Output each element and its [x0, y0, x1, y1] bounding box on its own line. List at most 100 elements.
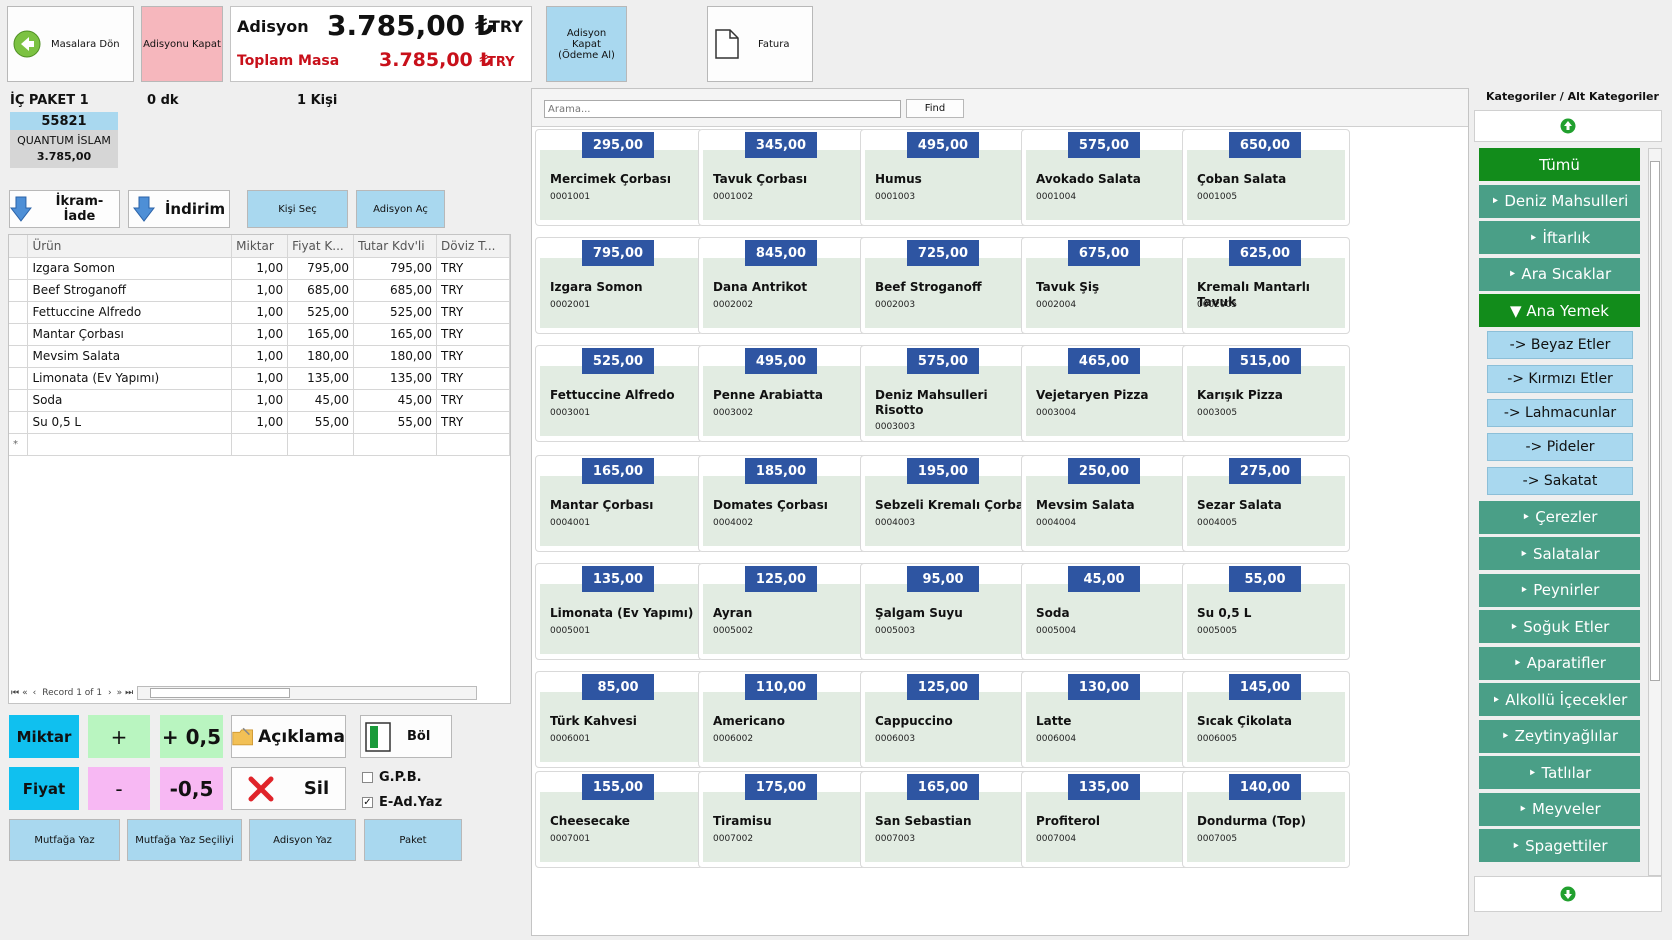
- eadyaz-checkbox[interactable]: ✓ E-Ad.Yaz: [362, 795, 442, 810]
- table-row[interactable]: Beef Stroganoff 1,00 685,00 685,00 TRY: [9, 279, 510, 302]
- product-card[interactable]: 135,00 Limonata (Ev Yapımı) 0005001: [535, 563, 703, 660]
- table-cell[interactable]: 1,00: [231, 367, 289, 390]
- table-cell[interactable]: Su 0,5 L: [27, 411, 233, 434]
- table-cell[interactable]: 165,00: [353, 323, 438, 346]
- column-header[interactable]: Ürün: [27, 235, 233, 258]
- table-cell[interactable]: 165,00: [287, 323, 355, 346]
- product-card[interactable]: 525,00 Fettuccine Alfredo 0003001: [535, 345, 703, 442]
- table-row[interactable]: Soda 1,00 45,00 45,00 TRY: [9, 389, 510, 412]
- table-row[interactable]: Su 0,5 L 1,00 55,00 55,00 TRY: [9, 411, 510, 434]
- table-cell[interactable]: Mevsim Salata: [27, 345, 233, 368]
- table-cell[interactable]: [353, 433, 438, 456]
- table-cell[interactable]: Fettuccine Alfredo: [27, 301, 233, 324]
- table-cell[interactable]: 45,00: [353, 389, 438, 412]
- package-button[interactable]: Paket: [364, 819, 462, 861]
- table-row[interactable]: Fettuccine Alfredo 1,00 525,00 525,00 TRY: [9, 301, 510, 324]
- product-card[interactable]: 725,00 Beef Stroganoff 0002003: [860, 237, 1028, 334]
- category-item[interactable]: ‣ Deniz Mahsulleri: [1479, 184, 1640, 218]
- send-selected-to-kitchen-button[interactable]: Mutfağa Yaz Seçiliyi: [127, 819, 242, 861]
- table-cell[interactable]: Beef Stroganoff: [27, 279, 233, 302]
- product-card[interactable]: 295,00 Mercimek Çorbası 0001001: [535, 129, 703, 226]
- table-cell[interactable]: TRY: [436, 279, 510, 302]
- table-cell[interactable]: 525,00: [353, 301, 438, 324]
- category-item[interactable]: Tümü: [1479, 148, 1640, 181]
- ikram-iade-button[interactable]: İkram-İade: [9, 190, 120, 228]
- product-card[interactable]: 125,00 Cappuccino 0006003: [860, 671, 1028, 768]
- category-item[interactable]: ‣ Salatalar: [1479, 537, 1640, 570]
- table-cell[interactable]: 685,00: [353, 279, 438, 302]
- table-cell[interactable]: TRY: [436, 345, 510, 368]
- category-item[interactable]: ‣ İftarlık: [1479, 221, 1640, 254]
- product-card[interactable]: 135,00 Profiterol 0007004: [1021, 771, 1189, 868]
- table-cell[interactable]: 795,00: [353, 257, 438, 280]
- product-card[interactable]: 575,00 Avokado Salata 0001004: [1021, 129, 1189, 226]
- product-card[interactable]: 845,00 Dana Antrikot 0002002: [698, 237, 866, 334]
- gpb-checkbox[interactable]: G.P.B.: [362, 770, 422, 785]
- scrollbar-thumb[interactable]: [150, 688, 291, 698]
- table-cell[interactable]: 1,00: [231, 301, 289, 324]
- category-item[interactable]: ▼ Ana Yemek: [1479, 294, 1640, 327]
- table-cell[interactable]: [27, 433, 233, 456]
- category-item[interactable]: ‣ Aparatifler: [1479, 646, 1640, 680]
- column-header[interactable]: Tutar Kdv'li: [353, 235, 438, 258]
- table-cell[interactable]: 55,00: [287, 411, 355, 434]
- table-row[interactable]: Limonata (Ev Yapımı) 1,00 135,00 135,00 TRY: [9, 367, 510, 390]
- table-cell[interactable]: 1,00: [231, 257, 289, 280]
- product-card[interactable]: 675,00 Tavuk Şiş 0002004: [1021, 237, 1189, 334]
- horizontal-scrollbar[interactable]: [137, 686, 478, 700]
- table-cell[interactable]: [287, 433, 355, 456]
- plus-one-button[interactable]: +: [88, 715, 150, 758]
- table-cell[interactable]: 795,00: [287, 257, 355, 280]
- category-item[interactable]: ‣ Peynirler: [1479, 573, 1640, 607]
- category-item[interactable]: ‣ Soğuk Etler: [1479, 610, 1640, 643]
- price-mode-button[interactable]: Fiyat: [9, 767, 79, 810]
- nav-next-page-icon[interactable]: »: [116, 688, 123, 698]
- product-card[interactable]: 140,00 Dondurma (Top) 0007005: [1182, 771, 1350, 868]
- minus-one-button[interactable]: -: [88, 767, 150, 810]
- product-card[interactable]: 575,00 Deniz Mahsulleri Risotto 0003003: [860, 345, 1028, 442]
- table-row[interactable]: Mevsim Salata 1,00 180,00 180,00 TRY: [9, 345, 510, 368]
- quantity-mode-button[interactable]: Miktar: [9, 715, 79, 758]
- table-cell[interactable]: [436, 433, 510, 456]
- delete-button[interactable]: Sil: [231, 767, 346, 810]
- table-cell[interactable]: 180,00: [353, 345, 438, 368]
- product-card[interactable]: 195,00 Sebzeli Kremalı Çorba 0004003: [860, 455, 1028, 552]
- minus-half-button[interactable]: -0,5: [160, 767, 223, 810]
- invoice-button[interactable]: Fatura: [707, 6, 813, 82]
- nav-first-icon[interactable]: ⏮: [11, 688, 20, 698]
- table-cell[interactable]: 685,00: [287, 279, 355, 302]
- table-cell[interactable]: 525,00: [287, 301, 355, 324]
- column-header[interactable]: Döviz T...: [436, 235, 510, 258]
- category-item[interactable]: ‣ Ara Sıcaklar: [1479, 257, 1640, 291]
- table-cell[interactable]: [231, 433, 289, 456]
- category-scroll-down[interactable]: [1474, 876, 1662, 912]
- open-bill-button[interactable]: Adisyon Aç: [356, 190, 445, 228]
- table-cell[interactable]: 135,00: [353, 367, 438, 390]
- nav-prev-page-icon[interactable]: «: [22, 688, 28, 698]
- product-card[interactable]: 795,00 Izgara Somon 0002001: [535, 237, 703, 334]
- product-card[interactable]: 495,00 Humus 0001003: [860, 129, 1028, 226]
- category-item[interactable]: ‣ Spagettiler: [1479, 829, 1640, 862]
- find-button[interactable]: Find: [906, 99, 964, 118]
- table-cell[interactable]: 1,00: [231, 389, 289, 412]
- category-item[interactable]: ‣ Çerezler: [1479, 500, 1640, 534]
- table-cell[interactable]: TRY: [436, 389, 510, 412]
- table-cell[interactable]: 55,00: [353, 411, 438, 434]
- table-row[interactable]: Mantar Çorbası 1,00 165,00 165,00 TRY: [9, 323, 510, 346]
- product-card[interactable]: 165,00 Mantar Çorbası 0004001: [535, 455, 703, 552]
- table-cell[interactable]: TRY: [436, 367, 510, 390]
- product-card[interactable]: 185,00 Domates Çorbası 0004002: [698, 455, 866, 552]
- nav-prev-icon[interactable]: ‹: [32, 688, 37, 698]
- table-cell[interactable]: 1,00: [231, 345, 289, 368]
- close-bill-button[interactable]: Adisyonu Kapat: [141, 6, 223, 82]
- category-item[interactable]: ‣ Meyveler: [1479, 792, 1640, 826]
- table-cell[interactable]: 135,00: [287, 367, 355, 390]
- category-item[interactable]: ‣ Zeytinyağlılar: [1479, 719, 1640, 753]
- table-cell[interactable]: TRY: [436, 301, 510, 324]
- product-card[interactable]: 175,00 Tiramisu 0007002: [698, 771, 866, 868]
- subcategory-item[interactable]: -> Lahmacunlar: [1487, 398, 1633, 427]
- product-card[interactable]: 155,00 Cheesecake 0007001: [535, 771, 703, 868]
- table-cell[interactable]: Limonata (Ev Yapımı): [27, 367, 233, 390]
- table-cell[interactable]: 1,00: [231, 323, 289, 346]
- product-card[interactable]: 345,00 Tavuk Çorbası 0001002: [698, 129, 866, 226]
